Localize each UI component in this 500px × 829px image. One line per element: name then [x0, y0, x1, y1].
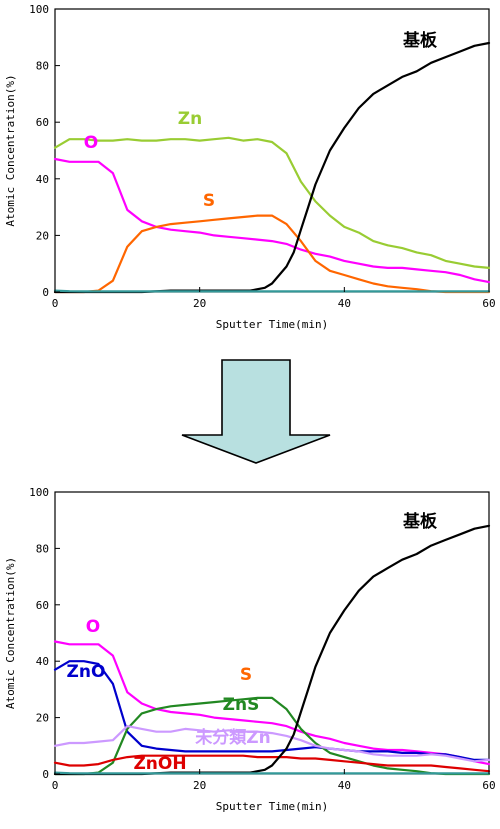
x-tick-label: 0	[52, 779, 59, 792]
series-line-baseline	[53, 289, 491, 293]
y-tick-label: 100	[29, 3, 49, 16]
series-line-baseline	[53, 771, 491, 775]
top-chart: 0 20 40 60 80 100 0 20 40 60 Sputter Time(min) Atom…	[4, 3, 496, 331]
series-line-3	[53, 724, 491, 763]
y-tick-label: 0	[42, 286, 49, 299]
bottom-chart: 0 20 40 60 80 100 0 20 40 60 Sputter Time(min) Atom…	[4, 486, 496, 813]
y-axis-title: Atomic Concentration(%)	[4, 74, 17, 226]
series-label-0: O	[86, 617, 100, 637]
series-label-4: ZnOH	[133, 754, 186, 774]
series-label-3: 未分類Zn	[194, 727, 270, 748]
series-label-1: O	[84, 133, 98, 153]
series-line-2	[53, 214, 491, 294]
x-tick-label: 20	[193, 779, 206, 792]
y-tick-label: 80	[36, 60, 49, 73]
series-label-1: ZnO	[67, 662, 106, 682]
y-tick-label: 80	[36, 542, 49, 555]
x-tick-label: 40	[338, 297, 351, 310]
y-tick-label: 0	[42, 768, 49, 781]
series-label-3: 基板	[402, 30, 438, 51]
down-arrow-icon	[181, 359, 331, 464]
series-label-5: S	[240, 665, 252, 685]
x-tick-label: 0	[52, 297, 59, 310]
series-label-6: 基板	[402, 511, 438, 532]
series-label-0: Zn	[178, 109, 202, 129]
y-tick-label: 40	[36, 173, 49, 186]
series-line-1	[53, 157, 491, 284]
x-axis-title: Sputter Time(min)	[216, 800, 329, 813]
y-tick-label: 60	[36, 116, 49, 129]
series-line-4	[53, 754, 491, 773]
y-tick-label: 20	[36, 712, 49, 725]
y-axis-title: Atomic Concentration(%)	[4, 557, 17, 709]
x-tick-label: 20	[193, 297, 206, 310]
x-tick-label: 60	[482, 779, 495, 792]
series-line-2	[53, 696, 491, 776]
series-line-6	[53, 524, 491, 776]
series-label-2: S	[203, 191, 215, 211]
x-tick-label: 40	[338, 779, 351, 792]
y-tick-label: 40	[36, 655, 49, 668]
y-tick-label: 100	[29, 486, 49, 499]
series-line-0	[53, 136, 491, 269]
y-tick-label: 60	[36, 599, 49, 612]
plot-frame	[54, 8, 490, 293]
down-arrow	[181, 359, 331, 464]
y-tick-label: 20	[36, 229, 49, 242]
series-label-2: ZnS	[223, 695, 260, 715]
x-tick-label: 60	[482, 297, 495, 310]
series-line-0	[53, 640, 491, 766]
x-axis-title: Sputter Time(min)	[216, 318, 329, 331]
